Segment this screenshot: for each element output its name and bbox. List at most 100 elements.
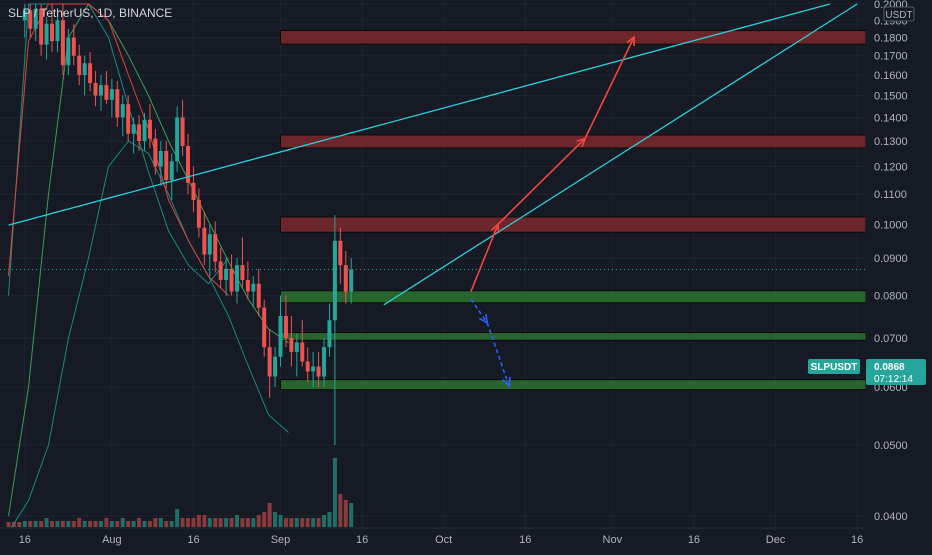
time-tick-label: 16: [356, 534, 368, 546]
candle-body: [311, 366, 316, 372]
support-zone[interactable]: [280, 379, 867, 391]
candle-body: [322, 347, 327, 377]
price-axis[interactable]: 0.20000.19000.18000.17000.16000.15000.14…: [866, 0, 932, 528]
projection-arrow-up-head: [576, 137, 587, 148]
volume-bar: [294, 518, 299, 527]
indicator-overlays: [8, 3, 289, 533]
candle-body: [283, 316, 288, 338]
projection-arrow-down[interactable]: [470, 298, 488, 324]
trendline[interactable]: [8, 3, 831, 226]
price-tick-label: 0.1400: [874, 112, 908, 124]
volume-histogram: [6, 458, 354, 527]
candle-body: [196, 200, 201, 228]
countdown-text: 07:12:14: [874, 374, 913, 385]
candles: [22, 4, 354, 446]
candle-body: [131, 124, 136, 134]
time-tick-label: 16: [519, 534, 531, 546]
resistance-zone[interactable]: [280, 216, 867, 233]
time-tick-label: Oct: [435, 534, 452, 546]
volume-bar: [327, 512, 332, 527]
resistance-zone[interactable]: [280, 30, 867, 45]
candle-body: [349, 269, 354, 292]
volume-bar: [17, 522, 22, 527]
candle-body: [300, 342, 305, 362]
candle-body: [147, 119, 152, 139]
volume-bar: [6, 522, 11, 527]
support-zone[interactable]: [280, 290, 867, 304]
time-tick-label: Aug: [102, 534, 122, 546]
volume-bar: [88, 521, 93, 527]
price-text: 0.0868: [874, 362, 905, 373]
price-tick-label: 0.0400: [874, 511, 908, 523]
volume-bar: [349, 503, 354, 527]
price-tick-label: 0.0900: [874, 253, 908, 265]
projection-arrow-up[interactable]: [584, 36, 635, 139]
candle-body: [207, 234, 212, 255]
candle-body: [126, 104, 131, 134]
trendline[interactable]: [383, 3, 858, 306]
candle-body: [202, 227, 207, 255]
volume-bar: [256, 515, 261, 527]
resistance-zone[interactable]: [280, 134, 867, 149]
price-tick-label: 0.1000: [874, 220, 908, 232]
volume-bar: [50, 521, 55, 527]
candle-body: [93, 83, 98, 96]
time-axis[interactable]: 16 Aug 16 Sep 16 Oct 16 Nov 16 Dec 16: [0, 527, 932, 550]
candle-body: [175, 117, 180, 162]
volume-bar: [343, 500, 348, 527]
band-upper-line: [8, 3, 229, 296]
volume-bar: [131, 521, 136, 527]
volume-bar: [93, 521, 98, 527]
candle-body: [55, 20, 60, 42]
volume-bar: [104, 518, 109, 527]
price-badge: [866, 359, 926, 385]
volume-bar: [33, 521, 38, 527]
price-tick-label: 0.1500: [874, 91, 908, 103]
volume-bar: [196, 515, 201, 527]
candle-body: [158, 150, 163, 167]
projection-arrow-up[interactable]: [497, 137, 586, 225]
candle-body: [164, 150, 169, 181]
candle-body: [39, 8, 44, 45]
projection-arrows: [470, 35, 635, 388]
volume-bar: [262, 512, 267, 527]
projection-arrow-down-head: [502, 376, 511, 388]
volume-bar: [147, 521, 152, 527]
volume-bar: [180, 518, 185, 527]
volume-bar: [115, 521, 120, 527]
candle-body: [316, 366, 321, 377]
volume-bar: [71, 521, 76, 527]
price-tick-label: 0.1600: [874, 70, 908, 82]
time-tick-label: 16: [851, 534, 863, 546]
support-zone[interactable]: [280, 332, 867, 341]
time-tick-label: Sep: [271, 534, 291, 546]
price-axis-background: [866, 0, 932, 528]
candle-body: [218, 261, 223, 280]
volume-bar: [44, 518, 49, 527]
candle-body: [256, 283, 261, 308]
currency-badge: USDT: [883, 6, 915, 22]
price-tick-label: 0.1200: [874, 162, 908, 174]
candle-body: [213, 234, 218, 262]
candle-body: [180, 117, 185, 146]
volume-bar: [137, 518, 142, 527]
candle-body: [191, 182, 196, 201]
price-tick-label: 0.1800: [874, 33, 908, 45]
candle-body: [120, 104, 125, 118]
volume-bar: [82, 521, 87, 527]
volume-bar: [77, 518, 82, 527]
volume-bar: [126, 521, 131, 527]
volume-bar: [28, 521, 33, 527]
candle-body: [186, 145, 191, 183]
volume-bar: [240, 518, 245, 527]
candle-body: [50, 23, 55, 42]
volume-bar: [153, 518, 158, 527]
price-tick-label: 0.2000: [874, 0, 908, 11]
projection-arrow-up[interactable]: [470, 223, 499, 292]
price-tick-label: 0.1100: [874, 189, 907, 201]
volume-bar: [224, 518, 229, 527]
volume-bar: [332, 458, 337, 527]
volume-bar: [120, 518, 125, 527]
